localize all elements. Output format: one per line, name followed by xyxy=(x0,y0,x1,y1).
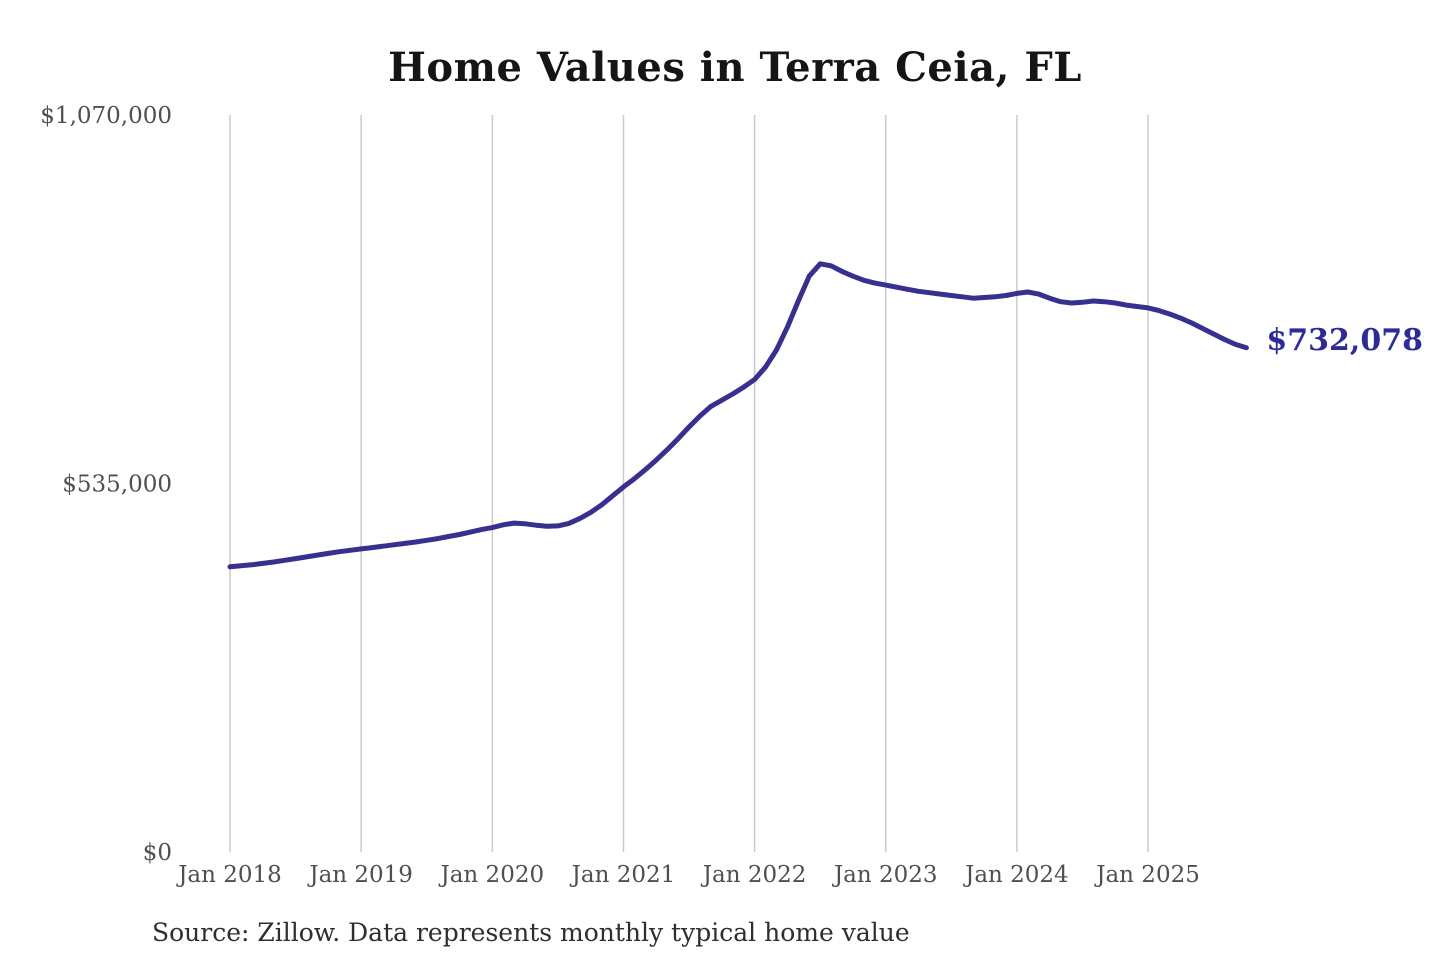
x-axis-tick-labels: Jan 2018 Jan 2019 Jan 2020 Jan 2021 Jan 2022… xyxy=(176,862,1200,888)
x-tick-label: Jan 2025 xyxy=(1094,862,1200,888)
x-tick-label: Jan 2019 xyxy=(307,862,413,888)
home-value-line-series xyxy=(227,261,1249,570)
y-tick-label: $535,000 xyxy=(62,472,172,498)
x-tick-label: Jan 2024 xyxy=(963,862,1069,888)
y-tick-label: $1,070,000 xyxy=(40,103,172,129)
x-tick-label: Jan 2023 xyxy=(832,862,938,888)
y-axis-tick-labels: $0 $535,000 $1,070,000 xyxy=(40,103,172,866)
vertical-gridlines xyxy=(229,115,1149,852)
x-tick-label: Jan 2018 xyxy=(176,862,282,888)
x-tick-label: Jan 2022 xyxy=(701,862,807,888)
chart-title: Home Values in Terra Ceia, FL xyxy=(388,44,1082,91)
y-tick-label: $0 xyxy=(143,840,172,866)
source-note: Source: Zillow. Data represents monthly … xyxy=(152,918,910,947)
latest-value-label: $732,078 xyxy=(1266,323,1423,358)
x-tick-label: Jan 2021 xyxy=(570,862,676,888)
x-tick-label: Jan 2020 xyxy=(439,862,545,888)
